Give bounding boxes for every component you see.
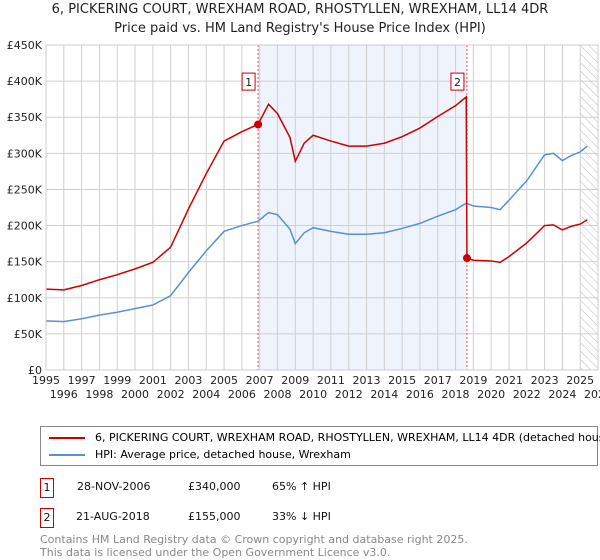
x-tick-label: 2026 <box>584 388 600 401</box>
sale-marker-label: 1 <box>245 76 252 89</box>
sale-marker-label-box <box>241 72 256 91</box>
hatched-future-region <box>580 45 598 370</box>
shaded-ownership-period <box>258 45 467 370</box>
x-tick-label: 2006 <box>228 388 256 401</box>
x-tick-label: 2010 <box>299 388 327 401</box>
plot-border <box>45 44 599 371</box>
sale-marker-label-box <box>450 72 465 91</box>
x-tick-label: 2020 <box>477 388 505 401</box>
sale-row: 1 28-NOV-2006 £340,000 65% ↑ HPI <box>40 478 440 498</box>
sale-date: 21-AUG-2018 <box>76 510 150 523</box>
x-tick-label: 2025 <box>566 374 594 387</box>
sale-marker-label: 2 <box>454 76 461 89</box>
x-tick-label: 1997 <box>68 374 96 387</box>
x-tick-label: 2023 <box>531 374 559 387</box>
x-tick-label: 1995 <box>32 374 60 387</box>
sale-hpi: 33% ↓ HPI <box>272 510 331 523</box>
sale-point <box>462 254 471 263</box>
legend: 6, PICKERING COURT, WREXHAM ROAD, RHOSTY… <box>40 426 600 466</box>
x-tick-label: 2013 <box>353 374 381 387</box>
y-tick-label: £300K <box>7 147 43 160</box>
y-tick-label: £0 <box>28 364 42 377</box>
x-tick-label: 2004 <box>192 388 220 401</box>
x-tick-label: 2015 <box>388 374 416 387</box>
plot-area: 1995199619971998199920002001200220032004… <box>7 39 600 401</box>
x-tick-label: 2011 <box>317 374 345 387</box>
x-tick-label: 2021 <box>495 374 523 387</box>
sale-hpi: 65% ↑ HPI <box>272 480 331 493</box>
y-tick-label: £450K <box>7 39 43 52</box>
x-tick-label: 2022 <box>513 388 541 401</box>
legend-blue-line <box>49 454 85 456</box>
y-tick-label: £150K <box>7 256 43 269</box>
x-tick-label: 2009 <box>281 374 309 387</box>
hpi-line <box>45 145 588 323</box>
x-tick-label: 2012 <box>335 388 363 401</box>
x-tick-label: 2016 <box>406 388 434 401</box>
x-tick-label: 2024 <box>548 388 576 401</box>
x-tick-label: 2017 <box>424 374 452 387</box>
sale-row: 2 21-AUG-2018 £155,000 33% ↓ HPI <box>40 508 440 528</box>
chart-title: 6, PICKERING COURT, WREXHAM ROAD, RHOSTY… <box>51 2 549 17</box>
sale-point <box>254 120 263 129</box>
x-tick-label: 2014 <box>370 388 398 401</box>
sale-price: £340,000 <box>188 480 241 493</box>
sale-marker-box: 1 <box>40 478 54 498</box>
footer-line: Contains HM Land Registry data © Crown c… <box>40 533 468 546</box>
x-tick-label: 2019 <box>459 374 487 387</box>
y-tick-label: £250K <box>7 183 43 196</box>
x-tick-label: 2002 <box>157 388 185 401</box>
x-tick-label: 2007 <box>246 374 274 387</box>
x-tick-label: 2018 <box>442 388 470 401</box>
x-tick-label: 2003 <box>174 374 202 387</box>
x-tick-label: 2000 <box>121 388 149 401</box>
x-tick-label: 1998 <box>85 388 113 401</box>
legend-label-hpi: HPI: Average price, detached house, Wrex… <box>95 448 351 461</box>
legend-label-property: 6, PICKERING COURT, WREXHAM ROAD, RHOSTY… <box>95 431 600 444</box>
price-paid-line <box>45 95 588 291</box>
y-tick-label: £50K <box>14 328 43 341</box>
footer-line: This data is licensed under the Open Gov… <box>40 546 391 559</box>
x-tick-label: 2008 <box>263 388 291 401</box>
y-tick-label: £350K <box>7 111 43 124</box>
y-tick-label: £100K <box>7 292 43 305</box>
chart-subtitle: Price paid vs. HM Land Registry's House … <box>114 21 486 36</box>
x-tick-label: 2005 <box>210 374 238 387</box>
x-tick-label: 1996 <box>50 388 78 401</box>
sale-date: 28-NOV-2006 <box>77 480 151 493</box>
sale-marker-box: 2 <box>40 508 54 528</box>
y-tick-label: £400K <box>7 75 43 88</box>
y-tick-label: £200K <box>7 220 43 233</box>
sale-price: £155,000 <box>188 510 241 523</box>
x-tick-label: 1999 <box>103 374 131 387</box>
x-tick-label: 2001 <box>139 374 167 387</box>
legend-red-line <box>49 437 85 439</box>
